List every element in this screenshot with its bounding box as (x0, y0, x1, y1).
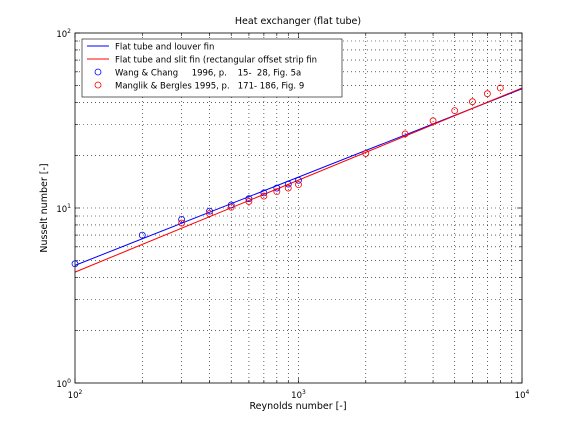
series-line-1 (74, 87, 523, 273)
data-point (295, 176, 302, 184)
data-point (178, 216, 186, 223)
data-point (227, 201, 235, 209)
data-point (260, 189, 268, 197)
data-point (273, 184, 281, 192)
data-point (138, 231, 146, 239)
plot-frame (74, 32, 523, 384)
x-axis-label: Reynolds number [-] (249, 401, 346, 412)
legend-label: Flat tube and louver fin (115, 43, 214, 53)
data-point (451, 107, 459, 115)
y-tick-label: 100 (56, 378, 71, 390)
data-point (260, 192, 268, 200)
legend: Flat tube and louver fin Flat tube and sl… (81, 38, 343, 98)
y-axis-label: Nusselt number [-] (39, 163, 50, 252)
legend-label: Wang & Chang 1996, p. 15- 28, Fig. 5a (115, 69, 301, 79)
legend-box (81, 38, 343, 98)
legend-label: Flat tube and slit fin (rectangular offs… (115, 56, 317, 66)
data-point (483, 90, 491, 98)
chart-title: Heat exchanger (flat tube) (235, 16, 361, 27)
x-tick-label: 102 (68, 389, 83, 401)
data-point (245, 195, 253, 203)
grid (75, 33, 522, 383)
y-tick-label: 101 (56, 203, 71, 215)
data-point (429, 117, 437, 125)
legend-marker-swatch (94, 81, 102, 89)
tick-labels: 102 103 104 100 101 102 (56, 28, 529, 401)
data-point (227, 203, 235, 211)
data-point (284, 184, 292, 192)
data-point (206, 210, 213, 217)
data-point (362, 150, 370, 157)
data-point (245, 198, 253, 205)
data-point (273, 188, 281, 196)
data-point (178, 219, 186, 227)
x-tick-label: 104 (515, 389, 530, 401)
data-point (295, 181, 302, 189)
y-tick-label: 102 (56, 28, 71, 40)
data-point (469, 98, 476, 106)
x-tick-label: 103 (291, 389, 306, 401)
data-point (496, 84, 504, 92)
data-point (401, 130, 409, 138)
data-point (206, 207, 213, 215)
legend-marker-swatch (94, 68, 102, 76)
data-point (284, 180, 292, 188)
legend-label: Manglik & Bergles 1995, p. 171- 186, Fig… (115, 82, 304, 92)
